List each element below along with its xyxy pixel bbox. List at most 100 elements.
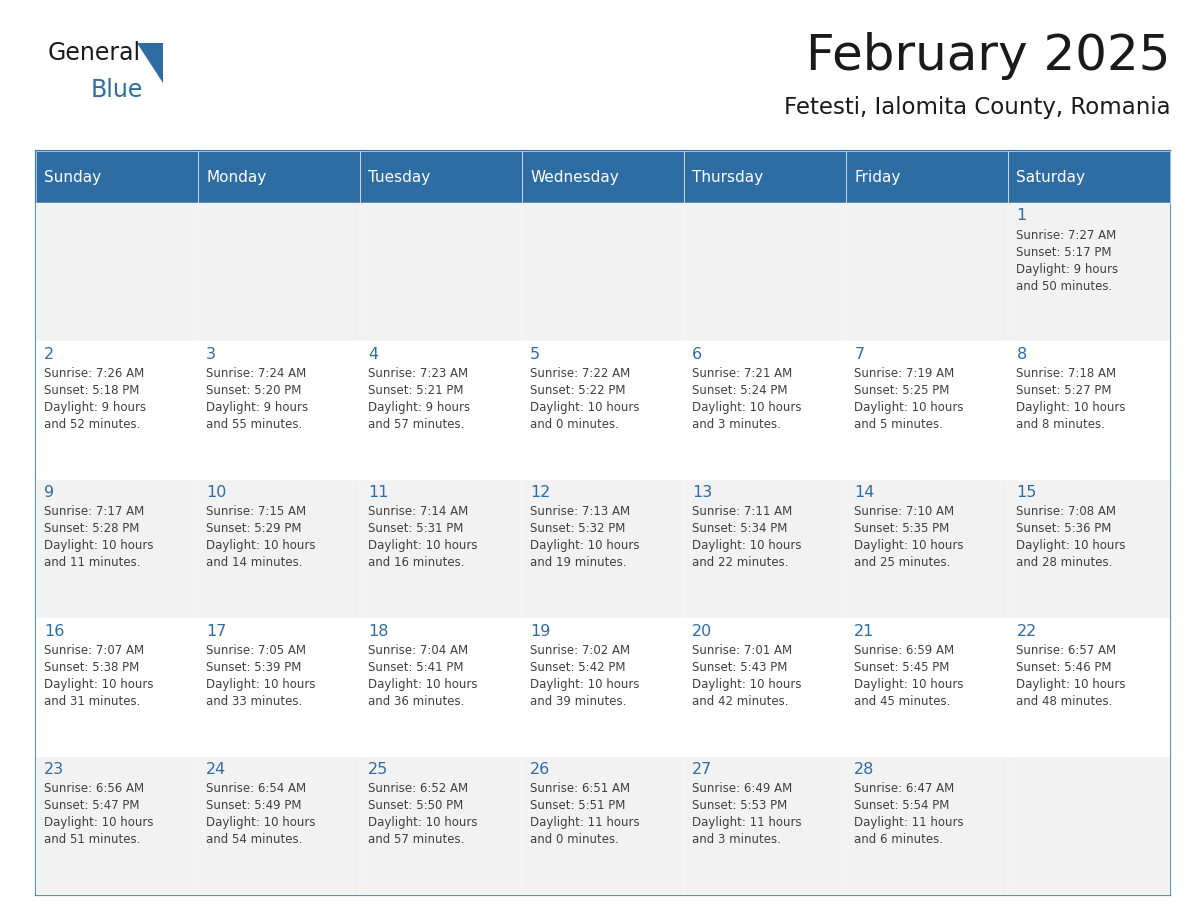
- Text: Sunrise: 7:01 AM: Sunrise: 7:01 AM: [693, 644, 792, 657]
- Text: 22: 22: [1017, 623, 1037, 639]
- Text: and 50 minutes.: and 50 minutes.: [1017, 279, 1113, 293]
- Text: Sunday: Sunday: [44, 170, 101, 185]
- Text: and 5 minutes.: and 5 minutes.: [854, 418, 943, 431]
- Text: Sunset: 5:53 PM: Sunset: 5:53 PM: [693, 800, 788, 812]
- Text: Sunset: 5:47 PM: Sunset: 5:47 PM: [44, 800, 139, 812]
- Text: Sunset: 5:54 PM: Sunset: 5:54 PM: [854, 800, 949, 812]
- Text: Sunrise: 6:57 AM: Sunrise: 6:57 AM: [1017, 644, 1117, 657]
- Text: Daylight: 10 hours: Daylight: 10 hours: [693, 677, 802, 691]
- Text: 16: 16: [44, 623, 64, 639]
- Text: Sunset: 5:20 PM: Sunset: 5:20 PM: [206, 384, 302, 397]
- Text: Daylight: 10 hours: Daylight: 10 hours: [1017, 401, 1126, 414]
- Text: Sunset: 5:51 PM: Sunset: 5:51 PM: [530, 800, 626, 812]
- Text: Daylight: 11 hours: Daylight: 11 hours: [854, 816, 963, 829]
- Text: 25: 25: [368, 762, 388, 778]
- Text: Thursday: Thursday: [693, 170, 764, 185]
- Text: Sunrise: 6:49 AM: Sunrise: 6:49 AM: [693, 782, 792, 795]
- Text: 11: 11: [368, 486, 388, 500]
- Text: Sunrise: 6:59 AM: Sunrise: 6:59 AM: [854, 644, 954, 657]
- Text: Sunrise: 6:51 AM: Sunrise: 6:51 AM: [530, 782, 631, 795]
- Text: Daylight: 9 hours: Daylight: 9 hours: [206, 401, 308, 414]
- Text: 19: 19: [530, 623, 550, 639]
- Text: Sunset: 5:35 PM: Sunset: 5:35 PM: [854, 522, 949, 535]
- Text: General: General: [48, 41, 140, 65]
- Text: Sunset: 5:49 PM: Sunset: 5:49 PM: [206, 800, 302, 812]
- Text: 1: 1: [1017, 208, 1026, 223]
- Text: Daylight: 10 hours: Daylight: 10 hours: [530, 401, 639, 414]
- Text: Daylight: 10 hours: Daylight: 10 hours: [368, 540, 478, 553]
- Text: Daylight: 10 hours: Daylight: 10 hours: [1017, 677, 1126, 691]
- Text: Daylight: 10 hours: Daylight: 10 hours: [206, 540, 316, 553]
- Text: Daylight: 9 hours: Daylight: 9 hours: [368, 401, 470, 414]
- Text: Sunrise: 7:08 AM: Sunrise: 7:08 AM: [1017, 506, 1117, 519]
- Text: Friday: Friday: [854, 170, 901, 185]
- Text: Saturday: Saturday: [1017, 170, 1086, 185]
- Text: Daylight: 11 hours: Daylight: 11 hours: [693, 816, 802, 829]
- Text: and 3 minutes.: and 3 minutes.: [693, 418, 782, 431]
- Text: 26: 26: [530, 762, 550, 778]
- Text: Daylight: 10 hours: Daylight: 10 hours: [368, 816, 478, 829]
- Text: Sunrise: 7:13 AM: Sunrise: 7:13 AM: [530, 506, 631, 519]
- Text: Sunrise: 7:02 AM: Sunrise: 7:02 AM: [530, 644, 631, 657]
- Text: 13: 13: [693, 486, 713, 500]
- Text: Sunset: 5:24 PM: Sunset: 5:24 PM: [693, 384, 788, 397]
- Text: Daylight: 9 hours: Daylight: 9 hours: [44, 401, 146, 414]
- Text: Fetesti, Ialomita County, Romania: Fetesti, Ialomita County, Romania: [784, 96, 1170, 119]
- Text: and 3 minutes.: and 3 minutes.: [693, 834, 782, 846]
- Text: Daylight: 10 hours: Daylight: 10 hours: [693, 401, 802, 414]
- Text: and 28 minutes.: and 28 minutes.: [1017, 556, 1113, 569]
- Text: and 0 minutes.: and 0 minutes.: [530, 834, 619, 846]
- Text: Sunrise: 7:15 AM: Sunrise: 7:15 AM: [206, 506, 307, 519]
- Text: Daylight: 10 hours: Daylight: 10 hours: [854, 401, 963, 414]
- Text: and 22 minutes.: and 22 minutes.: [693, 556, 789, 569]
- Text: Sunrise: 7:26 AM: Sunrise: 7:26 AM: [44, 367, 144, 380]
- Text: 24: 24: [206, 762, 226, 778]
- Text: and 48 minutes.: and 48 minutes.: [1017, 695, 1113, 708]
- Text: Sunset: 5:25 PM: Sunset: 5:25 PM: [854, 384, 949, 397]
- Text: 9: 9: [44, 486, 55, 500]
- Text: and 31 minutes.: and 31 minutes.: [44, 695, 140, 708]
- Text: Sunset: 5:42 PM: Sunset: 5:42 PM: [530, 661, 626, 674]
- Text: and 25 minutes.: and 25 minutes.: [854, 556, 950, 569]
- Text: 12: 12: [530, 486, 550, 500]
- Text: and 19 minutes.: and 19 minutes.: [530, 556, 627, 569]
- Text: 27: 27: [693, 762, 713, 778]
- Text: Sunrise: 7:18 AM: Sunrise: 7:18 AM: [1017, 367, 1117, 380]
- Text: Daylight: 11 hours: Daylight: 11 hours: [530, 816, 640, 829]
- Text: Sunrise: 7:22 AM: Sunrise: 7:22 AM: [530, 367, 631, 380]
- Text: Sunset: 5:27 PM: Sunset: 5:27 PM: [1017, 384, 1112, 397]
- Text: Sunrise: 7:05 AM: Sunrise: 7:05 AM: [206, 644, 307, 657]
- Text: Daylight: 10 hours: Daylight: 10 hours: [368, 677, 478, 691]
- Text: Monday: Monday: [206, 170, 266, 185]
- Text: Sunrise: 7:04 AM: Sunrise: 7:04 AM: [368, 644, 468, 657]
- Text: Sunrise: 6:54 AM: Sunrise: 6:54 AM: [206, 782, 307, 795]
- Text: Sunrise: 7:11 AM: Sunrise: 7:11 AM: [693, 506, 792, 519]
- Text: 20: 20: [693, 623, 713, 639]
- Text: 18: 18: [368, 623, 388, 639]
- Text: Sunset: 5:34 PM: Sunset: 5:34 PM: [693, 522, 788, 535]
- Text: Sunset: 5:31 PM: Sunset: 5:31 PM: [368, 522, 463, 535]
- Text: and 0 minutes.: and 0 minutes.: [530, 418, 619, 431]
- Text: Daylight: 10 hours: Daylight: 10 hours: [530, 677, 639, 691]
- Text: and 33 minutes.: and 33 minutes.: [206, 695, 302, 708]
- Text: 21: 21: [854, 623, 874, 639]
- Text: Daylight: 10 hours: Daylight: 10 hours: [1017, 540, 1126, 553]
- Text: 6: 6: [693, 347, 702, 362]
- Text: Sunrise: 7:21 AM: Sunrise: 7:21 AM: [693, 367, 792, 380]
- Text: Sunrise: 7:07 AM: Sunrise: 7:07 AM: [44, 644, 144, 657]
- Text: Sunrise: 7:17 AM: Sunrise: 7:17 AM: [44, 506, 144, 519]
- Text: 10: 10: [206, 486, 227, 500]
- Text: Tuesday: Tuesday: [368, 170, 430, 185]
- Text: Daylight: 9 hours: Daylight: 9 hours: [1017, 263, 1119, 275]
- Text: Daylight: 10 hours: Daylight: 10 hours: [693, 540, 802, 553]
- Text: Sunset: 5:39 PM: Sunset: 5:39 PM: [206, 661, 302, 674]
- Text: and 39 minutes.: and 39 minutes.: [530, 695, 626, 708]
- Text: Sunrise: 7:19 AM: Sunrise: 7:19 AM: [854, 367, 955, 380]
- Text: Sunrise: 7:10 AM: Sunrise: 7:10 AM: [854, 506, 954, 519]
- Text: and 55 minutes.: and 55 minutes.: [206, 418, 302, 431]
- Text: and 51 minutes.: and 51 minutes.: [44, 834, 140, 846]
- Text: and 57 minutes.: and 57 minutes.: [368, 418, 465, 431]
- Text: 2: 2: [44, 347, 55, 362]
- Text: Sunset: 5:32 PM: Sunset: 5:32 PM: [530, 522, 626, 535]
- Text: Sunset: 5:22 PM: Sunset: 5:22 PM: [530, 384, 626, 397]
